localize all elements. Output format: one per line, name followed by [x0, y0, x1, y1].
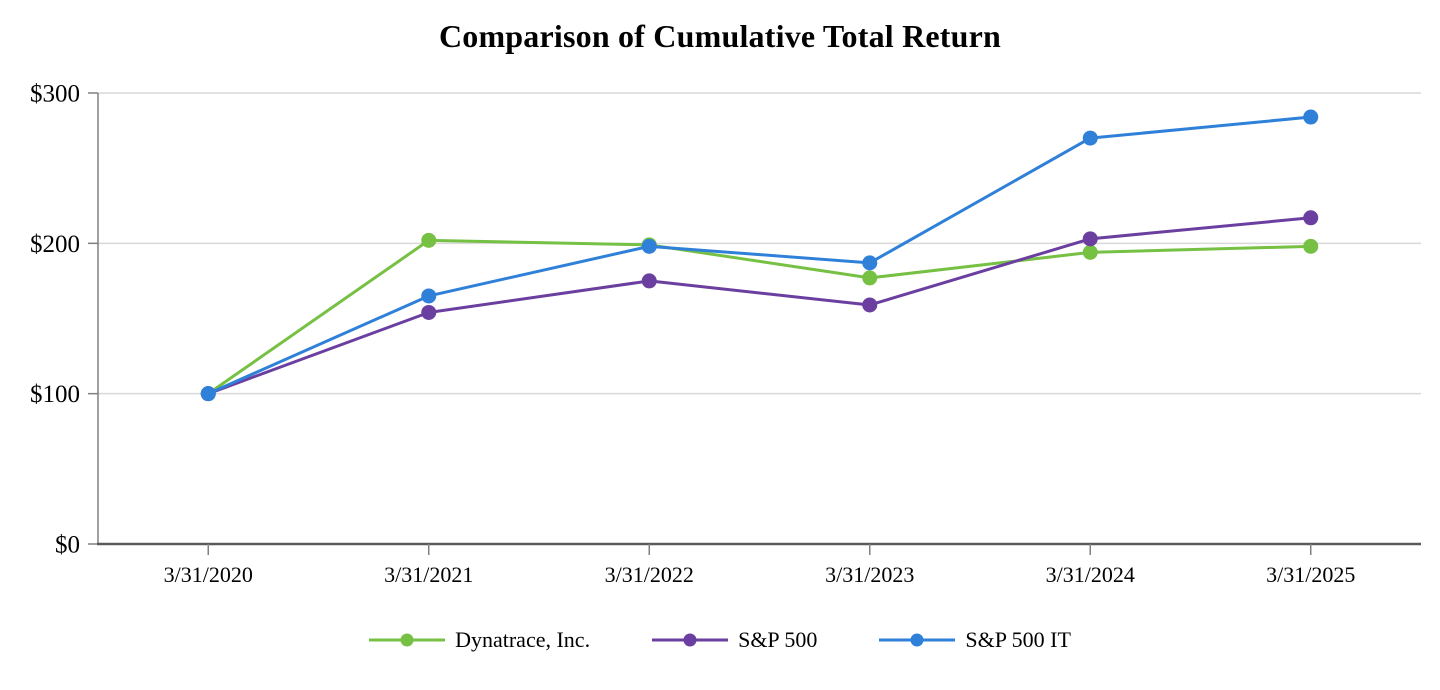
data-point-dynatrace-inc — [1082, 244, 1098, 260]
legend-line-marker-icon — [652, 633, 729, 647]
x-tick-label: 3/31/2024 — [1046, 562, 1135, 587]
data-point-dynatrace-inc — [862, 270, 878, 286]
y-axis: $0 $100 $200 $300 — [30, 81, 99, 559]
y-tick-label: $100 — [30, 381, 80, 408]
legend-item-dynatrace-inc: Dynatrace, Inc. — [369, 629, 590, 651]
y-tick-label: $0 — [55, 532, 80, 559]
data-point-s-p-500-it — [862, 255, 878, 271]
x-tick-label: 3/31/2022 — [605, 562, 694, 587]
legend-label: S&P 500 IT — [965, 627, 1071, 652]
data-point-s-p-500-it — [200, 386, 216, 402]
chart-legend: Dynatrace, Inc. S&P 500 S&P 500 IT — [0, 629, 1440, 651]
data-point-s-p-500 — [641, 273, 657, 289]
legend-line-marker-icon — [369, 633, 446, 647]
series-line-s-p-500 — [200, 210, 1319, 402]
legend-item-s-p-500-it: S&P 500 IT — [879, 629, 1071, 651]
legend-line-marker-icon — [879, 633, 956, 647]
chart-title: Comparison of Cumulative Total Return — [438, 18, 1002, 54]
data-point-s-p-500-it — [1303, 109, 1319, 125]
legend-item-s-p-500: S&P 500 — [652, 629, 817, 651]
data-point-s-p-500 — [1303, 210, 1319, 226]
x-tick-label: 3/31/2021 — [384, 562, 473, 587]
series-line-dynatrace-inc — [200, 232, 1319, 402]
x-tick-label: 3/31/2025 — [1266, 562, 1355, 587]
x-tick-label: 3/31/2020 — [164, 562, 253, 587]
data-point-s-p-500 — [1082, 231, 1098, 247]
legend-label: Dynatrace, Inc. — [455, 627, 591, 652]
data-point-dynatrace-inc — [421, 232, 437, 248]
data-point-s-p-500 — [862, 297, 878, 313]
y-tick-label: $200 — [30, 231, 80, 258]
data-point-s-p-500-it — [641, 238, 657, 254]
legend-label: S&P 500 — [738, 627, 818, 652]
data-point-s-p-500-it — [1082, 130, 1098, 146]
gridlines — [98, 92, 1421, 395]
x-axis: 3/31/2020 3/31/2021 3/31/2022 3/31/2023 3/31… — [97, 542, 1421, 587]
data-point-dynatrace-inc — [1303, 238, 1319, 254]
data-point-s-p-500 — [421, 304, 437, 320]
series-line-s-p-500-it — [200, 109, 1319, 402]
x-tick-label: 3/31/2023 — [825, 562, 914, 587]
y-tick-label: $300 — [30, 81, 80, 108]
data-point-s-p-500-it — [421, 288, 437, 304]
